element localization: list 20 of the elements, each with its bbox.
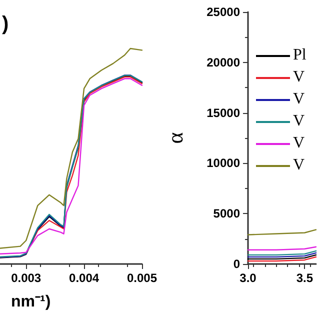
text: ) <box>2 13 9 35</box>
x-tick-label: 0.004 <box>69 271 100 285</box>
legend-label: V <box>293 68 305 86</box>
legend-label: Pl <box>293 46 307 64</box>
x-tick-label: 3.0 <box>240 271 257 285</box>
y-tick-label: 20000 <box>206 55 240 70</box>
y-tick-label: 15000 <box>206 106 240 120</box>
y-tick-label: 25000 <box>206 5 240 19</box>
legend-label: V <box>293 112 305 130</box>
x-tick-label: 0.005 <box>126 271 158 285</box>
x-tick-label: 0.003 <box>11 271 42 285</box>
legend-label: V <box>293 134 305 152</box>
legend-label: V <box>293 90 305 108</box>
x-tick-label: 3.5 <box>296 271 314 285</box>
legend-label: V <box>293 156 305 174</box>
y-tick-label: 0 <box>233 257 240 271</box>
y-axis-title: α <box>162 132 188 144</box>
y-tick-label: 10000 <box>206 156 240 170</box>
y-tick-label: 5000 <box>213 206 240 221</box>
x-axis-title: nm⁻¹) <box>10 294 51 310</box>
